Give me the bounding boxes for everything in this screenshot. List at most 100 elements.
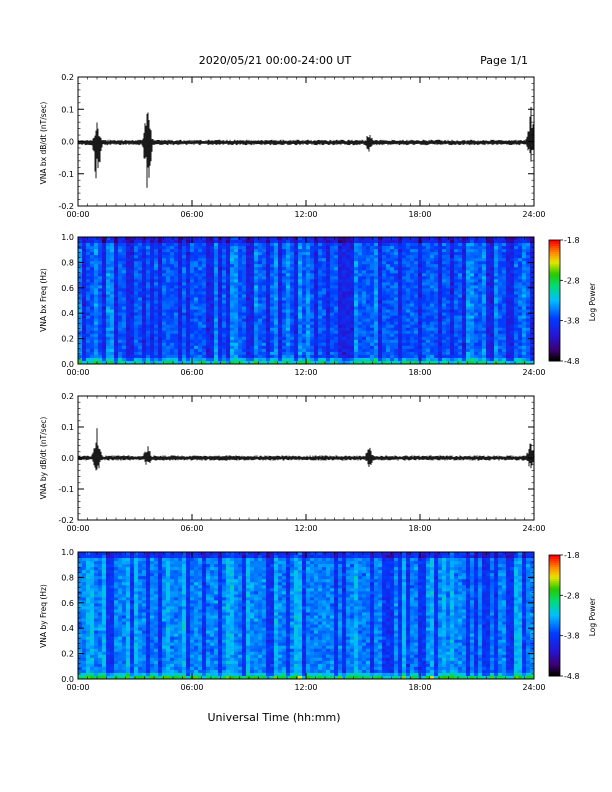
- panel-1-cell: [242, 321, 247, 326]
- panel-1-cell: [154, 297, 159, 301]
- panel-1-cell: [374, 273, 379, 277]
- panel-1-cell: [438, 264, 443, 268]
- panel-1-cell: [390, 243, 395, 247]
- panel-1-cell: [486, 312, 491, 317]
- panel-1-cell: [434, 357, 439, 362]
- panel-1-cell: [126, 297, 131, 301]
- panel-1-cell: [186, 309, 191, 313]
- panel-1-cell: [154, 312, 159, 317]
- panel-1-cell: [450, 315, 455, 320]
- panel-1-cell: [170, 246, 175, 250]
- panel-1-cell: [286, 294, 291, 298]
- panel-1-cell: [242, 309, 247, 313]
- panel-1-cell: [166, 336, 171, 341]
- panel-1-cell: [298, 276, 303, 280]
- panel-1-cell: [478, 309, 483, 313]
- panel-1-cell: [322, 318, 327, 323]
- panel-1-cell: [226, 327, 231, 332]
- panel-1-cell: [126, 309, 131, 313]
- panel-1-cell: [318, 240, 323, 244]
- panel-1-cell: [394, 348, 399, 353]
- panel-1-cell: [330, 351, 335, 356]
- panel-1-cell: [250, 357, 255, 362]
- panel-1-cell: [302, 306, 307, 310]
- panel-1-cell: [334, 324, 339, 329]
- panel-1-cell: [234, 297, 239, 301]
- panel-1-cell: [322, 321, 327, 326]
- panel-1-cell: [274, 303, 279, 307]
- panel-1-cell: [222, 261, 227, 265]
- panel-1-cell: [278, 312, 283, 317]
- panel-1-cell: [78, 333, 83, 338]
- panel-1-cell: [402, 291, 407, 295]
- panel-1-cell: [82, 276, 87, 280]
- panel-1-cell: [146, 324, 151, 329]
- panel-1-cell: [186, 258, 191, 262]
- panel-1-cell: [214, 315, 219, 320]
- panel-1-cell: [354, 255, 359, 259]
- panel-1-cell: [122, 261, 127, 265]
- panel-1-cell: [250, 267, 255, 271]
- panel-1-cell: [258, 279, 263, 283]
- panel-1-cell: [514, 360, 519, 365]
- panel-1-cell: [446, 357, 451, 362]
- panel-1-cell: [374, 330, 379, 335]
- panel-1-cell: [362, 333, 367, 338]
- panel-1-cell: [398, 318, 403, 323]
- panel-1-cell: [378, 303, 383, 307]
- panel-1-cell: [370, 306, 375, 310]
- panel-1-cell: [370, 357, 375, 362]
- panel-1-cell: [110, 288, 115, 292]
- panel-1-cell: [138, 315, 143, 320]
- panel-1-cell: [146, 288, 151, 292]
- panel-1-cell: [446, 240, 451, 244]
- panel-1-cell: [450, 252, 455, 256]
- panel-1-cell: [426, 348, 431, 353]
- panel-1-cell: [162, 285, 167, 289]
- panel-1-cell: [458, 294, 463, 298]
- panel-1-cell: [422, 294, 427, 298]
- panel-1-cell: [362, 303, 367, 307]
- panel-1-cell: [438, 252, 443, 256]
- panel-1-cell: [482, 267, 487, 271]
- panel-1-cell: [322, 330, 327, 335]
- panel-1-cell: [218, 321, 223, 326]
- panel-1-cell: [394, 351, 399, 356]
- panel-1-cell: [178, 318, 183, 323]
- panel-1-cell: [150, 357, 155, 362]
- panel-1-cell: [458, 240, 463, 244]
- panel-1-cell: [82, 339, 87, 344]
- panel-1-cell: [298, 249, 303, 253]
- panel-1-cell: [486, 360, 491, 365]
- panel-1-cell: [266, 267, 271, 271]
- panel-1-cell: [110, 333, 115, 338]
- panel-1-cell: [426, 240, 431, 244]
- panel-1-cell: [522, 276, 527, 280]
- panel-1-cell: [234, 300, 239, 304]
- panel-1-cell: [250, 255, 255, 259]
- panel-1-cell: [126, 288, 131, 292]
- panel-1-cell: [278, 357, 283, 362]
- panel-1-cell: [514, 354, 519, 359]
- panel-1-cell: [94, 360, 99, 365]
- panel-1-cell: [186, 282, 191, 286]
- panel-1-cell: [434, 321, 439, 326]
- panel-1-cell: [350, 276, 355, 280]
- panel-1-cell: [362, 282, 367, 286]
- panel-1-cell: [294, 339, 299, 344]
- panel-1-cell: [82, 357, 87, 362]
- panel-1-cell: [122, 339, 127, 344]
- panel-1-cell: [502, 297, 507, 301]
- panel-1-cell: [522, 252, 527, 256]
- panel-1-cell: [522, 324, 527, 329]
- panel-1-cell: [158, 270, 163, 274]
- panel-1-cell: [518, 357, 523, 362]
- panel-1-cell: [254, 354, 259, 359]
- panel-1-cell: [526, 330, 531, 335]
- panel-1-cell: [158, 342, 163, 347]
- panel-1-cell: [142, 339, 147, 344]
- panel-1-cell: [382, 291, 387, 295]
- panel-1-cell: [286, 339, 291, 344]
- panel-1-cell: [414, 270, 419, 274]
- panel-1-cell: [502, 261, 507, 265]
